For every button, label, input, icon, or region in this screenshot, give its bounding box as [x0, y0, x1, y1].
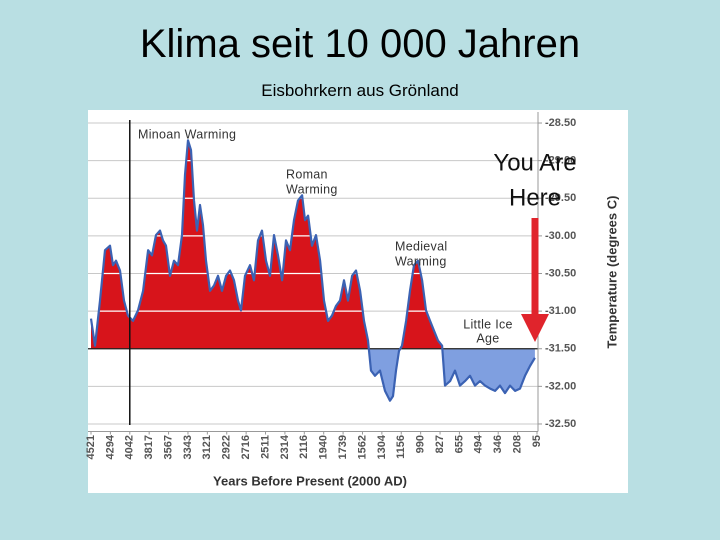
- y-tick-label: -31.00: [545, 305, 576, 317]
- annotation: Age: [476, 331, 499, 345]
- annotation: Medieval: [395, 239, 447, 253]
- x-tick-label: 2511: [259, 435, 271, 459]
- x-tick-label: 3343: [182, 435, 194, 459]
- x-tick-label: 3567: [163, 435, 175, 459]
- x-tick-label: 4042: [124, 435, 136, 459]
- x-tick-label: 1562: [356, 435, 368, 459]
- x-tick-label: 1156: [395, 435, 407, 459]
- y-tick-label: -28.50: [545, 117, 576, 129]
- annotation: Warming: [395, 254, 447, 268]
- annotation: Here: [509, 184, 561, 211]
- x-tick-label: 2716: [240, 435, 252, 459]
- x-tick-label: 1304: [376, 434, 388, 459]
- y-tick-label: -32.00: [545, 380, 576, 392]
- x-axis-label: Years Before Present (2000 AD): [213, 473, 407, 488]
- annotation: Minoan Warming: [138, 127, 236, 141]
- x-tick-label: 494: [473, 434, 485, 453]
- area-below: [368, 348, 535, 401]
- annotation: Little Ice: [463, 317, 513, 331]
- y-tick-label: -29.00: [545, 155, 576, 167]
- y-axis-label: Temperature (degrees C): [604, 196, 619, 349]
- slide-subtitle: Eisbohrkern aus Grönland: [261, 81, 459, 100]
- y-tick-label: -29.50: [545, 192, 576, 204]
- annotation: Warming: [286, 182, 338, 196]
- annotation: Roman: [286, 167, 328, 181]
- y-tick-label: -31.50: [545, 343, 576, 355]
- y-tick-label: -30.50: [545, 267, 576, 279]
- temperature-line: [89, 139, 536, 402]
- annotation: You Are: [493, 149, 576, 176]
- x-tick-label: 4521: [85, 435, 97, 459]
- x-tick-label: 827: [434, 435, 446, 453]
- x-tick-label: 990: [415, 435, 427, 453]
- x-tick-label: 4294: [104, 434, 116, 459]
- y-tick-label: -30.00: [545, 230, 576, 242]
- x-tick-label: 655: [453, 435, 465, 453]
- x-tick-label: 3121: [201, 435, 213, 459]
- x-tick-label: 2922: [221, 435, 233, 459]
- y-tick-label: -32.50: [545, 418, 576, 430]
- x-tick-label: 208: [512, 435, 524, 453]
- slide-title: Klima seit 10 000 Jahren: [140, 22, 580, 66]
- x-tick-label: 1940: [318, 435, 330, 459]
- x-tick-label: 3817: [143, 435, 155, 459]
- x-tick-label: 1739: [337, 435, 349, 459]
- plot: -28.50 -29.00 -29.50 -30.00 -30.50 -31.00 -31.…: [85, 112, 619, 488]
- x-tick-label: 346: [492, 435, 504, 453]
- x-tick-label: 2314: [279, 434, 291, 459]
- x-tick-label: 2116: [298, 435, 310, 459]
- x-tick-label: 95: [531, 435, 543, 447]
